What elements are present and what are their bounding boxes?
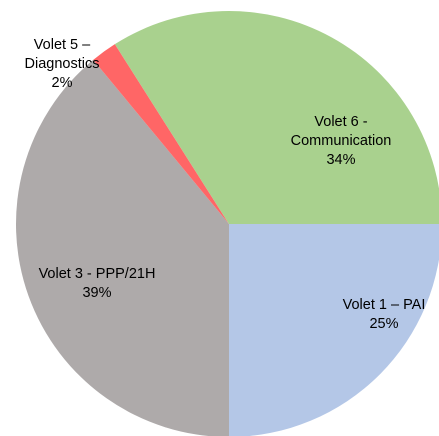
slice-label: Volet 5 – Diagnostics 2% xyxy=(12,36,112,93)
slice-label: Volet 6 - Communication 34% xyxy=(281,113,401,170)
pie-slice xyxy=(229,224,439,436)
value-label: 34% xyxy=(326,152,356,168)
pie-slice xyxy=(114,11,439,224)
slice-label: Volet 3 - PPP/21H 39% xyxy=(12,265,182,303)
category-label: Volet 3 - PPP/21H xyxy=(38,266,156,282)
slice-label: Volet 1 – PAI 25% xyxy=(314,296,439,334)
value-label: 25% xyxy=(369,316,399,332)
category-label: Volet 5 – Diagnostics xyxy=(24,37,100,72)
category-label: Volet 1 – PAI xyxy=(342,297,426,313)
pie-slice xyxy=(16,59,229,436)
value-label: 2% xyxy=(51,75,73,91)
pie-slice xyxy=(93,44,229,224)
category-label: Volet 6 - Communication xyxy=(290,114,392,149)
value-label: 39% xyxy=(82,285,112,301)
